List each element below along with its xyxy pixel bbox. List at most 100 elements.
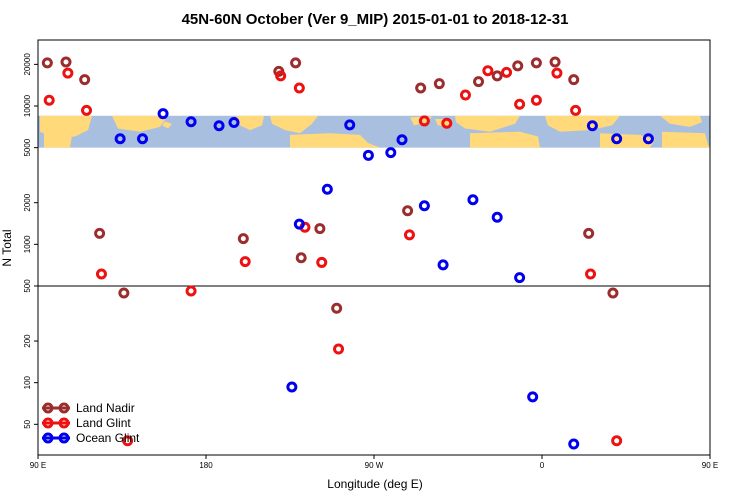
land-glint-point: [403, 229, 415, 241]
land-glint-point: [418, 115, 430, 127]
legend-marker-ocean-glint: [58, 432, 70, 444]
map-land-2: [112, 115, 168, 132]
ocean-glint-point: [185, 116, 197, 128]
x-axis: 90 E 180 90 W 0 90 E: [30, 455, 718, 470]
map-land-4: [236, 115, 264, 131]
legend-marker-land-glint: [58, 417, 70, 429]
land-glint-point: [482, 65, 494, 77]
legend-marker-land-nadir: [42, 402, 54, 414]
land-glint-point: [551, 67, 563, 79]
y-axis-label: N Total: [0, 229, 14, 266]
ocean-glint-point: [293, 218, 305, 230]
land-glint-point: [585, 268, 597, 280]
y-tick-label: 5000: [23, 138, 32, 156]
map-land-10: [470, 131, 540, 148]
map-land-14: [662, 131, 710, 148]
map-land-6: [290, 133, 380, 148]
land-glint-point: [459, 89, 471, 101]
legend-label-land-nadir: Land Nadir: [76, 401, 135, 415]
ocean-glint-point: [157, 108, 169, 120]
y-tick-label: 2000: [23, 193, 32, 211]
land-glint-point: [316, 256, 328, 268]
land-glint-point: [275, 70, 287, 82]
land-glint-point: [611, 435, 623, 447]
ocean-glint-point: [467, 194, 479, 206]
ocean-glint-point: [396, 134, 408, 146]
y-axis: 50 100 200 500 1000 2000 5000 10000 20000: [23, 53, 38, 429]
ocean-glint-point: [362, 149, 374, 161]
ocean-glint-point: [213, 120, 225, 132]
land-nadir-point: [118, 287, 130, 299]
legend-marker-land-nadir: [58, 402, 70, 414]
land-nadir-point: [94, 227, 106, 239]
map-land-1: [44, 133, 72, 148]
plot-frame: [37, 39, 711, 456]
ocean-glint-point: [586, 120, 598, 132]
x-tick-label: 90 W: [365, 461, 384, 470]
land-glint-point: [185, 285, 197, 297]
land-nadir-point: [583, 227, 595, 239]
ocean-glint-point: [568, 438, 580, 450]
land-glint-point: [570, 104, 582, 116]
x-tick-label: 90 E: [702, 461, 718, 470]
y-tick-label: 500: [23, 279, 32, 293]
ocean-glint-point: [114, 133, 126, 145]
land-nadir-point: [295, 252, 307, 264]
land-nadir-point: [79, 74, 91, 86]
y-tick-label: 1000: [23, 235, 32, 253]
ocean-glint-point: [491, 211, 503, 223]
y-tick-label: 20000: [23, 53, 32, 76]
land-glint-point: [122, 435, 134, 447]
data-points: [41, 56, 654, 450]
x-tick-label: 180: [199, 461, 213, 470]
land-nadir-point: [433, 78, 445, 90]
land-glint-point: [62, 67, 74, 79]
chart-title: 45N-60N October (Ver 9_MIP) 2015-01-01 t…: [182, 11, 569, 28]
land-glint-point: [530, 94, 542, 106]
land-nadir-point: [60, 56, 72, 68]
ocean-glint-point: [344, 119, 356, 131]
land-nadir-point: [512, 60, 524, 72]
land-glint-point: [239, 256, 251, 268]
land-nadir-point: [491, 70, 503, 82]
land-nadir-point: [314, 223, 326, 235]
world-map-band: [38, 115, 710, 148]
map-land-9: [455, 115, 520, 132]
ocean-glint-point: [611, 133, 623, 145]
ocean-glint-point: [642, 133, 654, 145]
legend-label-land-glint: Land Glint: [76, 416, 131, 430]
map-land-5: [270, 115, 318, 134]
legend-label-ocean-glint: Ocean Glint: [76, 431, 140, 445]
land-glint-point: [43, 94, 55, 106]
y-tick-label: 50: [23, 419, 32, 428]
map-land-11: [545, 115, 620, 132]
y-tick-label: 100: [23, 375, 32, 389]
land-nadir-point: [530, 57, 542, 69]
land-nadir-point: [331, 302, 343, 314]
land-nadir-point: [402, 205, 414, 217]
land-glint-point: [95, 268, 107, 280]
ocean-glint-point: [321, 183, 333, 195]
ocean-glint-point: [385, 147, 397, 159]
x-axis-label: Longitude (deg E): [327, 477, 422, 491]
y-tick-label: 200: [23, 334, 32, 348]
land-nadir-point: [41, 57, 53, 69]
ocean-glint-point: [228, 116, 240, 128]
ocean-glint-point: [514, 272, 526, 284]
y-tick-label: 10000: [23, 94, 32, 117]
map-land-0: [40, 115, 92, 139]
land-nadir-point: [549, 56, 561, 68]
land-glint-point: [333, 343, 345, 355]
ocean-glint-point: [527, 391, 539, 403]
land-nadir-point: [607, 287, 619, 299]
ocean-glint-point: [418, 200, 430, 212]
ocean-glint-point: [137, 133, 149, 145]
land-nadir-point: [290, 57, 302, 69]
x-tick-label: 0: [540, 461, 545, 470]
land-glint-point: [441, 117, 453, 129]
ocean-glint-point: [286, 381, 298, 393]
legend-marker-land-glint: [42, 417, 54, 429]
ocean-glint-point: [437, 259, 449, 271]
